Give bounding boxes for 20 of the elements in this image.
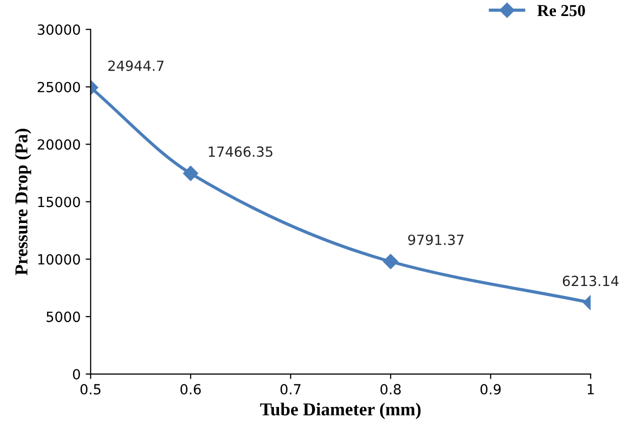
x-tick-label: 0.6: [180, 384, 201, 394]
data-label: 24944.7: [108, 60, 164, 72]
y-tick-label: 0: [72, 368, 80, 380]
x-tick-label: 0.7: [280, 384, 300, 394]
x-axis-title: Tube Diameter (mm): [260, 402, 421, 420]
y-tick-label: 25000: [38, 82, 80, 92]
data-label: 6213.14: [562, 276, 619, 286]
x-tick-label: 0.8: [380, 384, 401, 394]
y-tick-label: 30000: [38, 24, 80, 35]
legend-label: Re 250: [537, 4, 585, 16]
x-tick-label: 1: [588, 384, 594, 394]
y-tick-label: 15000: [38, 196, 80, 208]
y-axis-title: Pressure Drop (Pa): [14, 128, 32, 276]
x-tick-label: 0.9: [480, 384, 501, 394]
data-label: 17466.35: [208, 146, 272, 157]
y-tick-label: 10000: [38, 254, 80, 265]
y-tick-label: 5000: [46, 312, 80, 322]
data-label: 9791.37: [408, 234, 464, 246]
y-tick-label: 20000: [38, 139, 80, 150]
x-tick-label: 0.5: [80, 384, 100, 394]
